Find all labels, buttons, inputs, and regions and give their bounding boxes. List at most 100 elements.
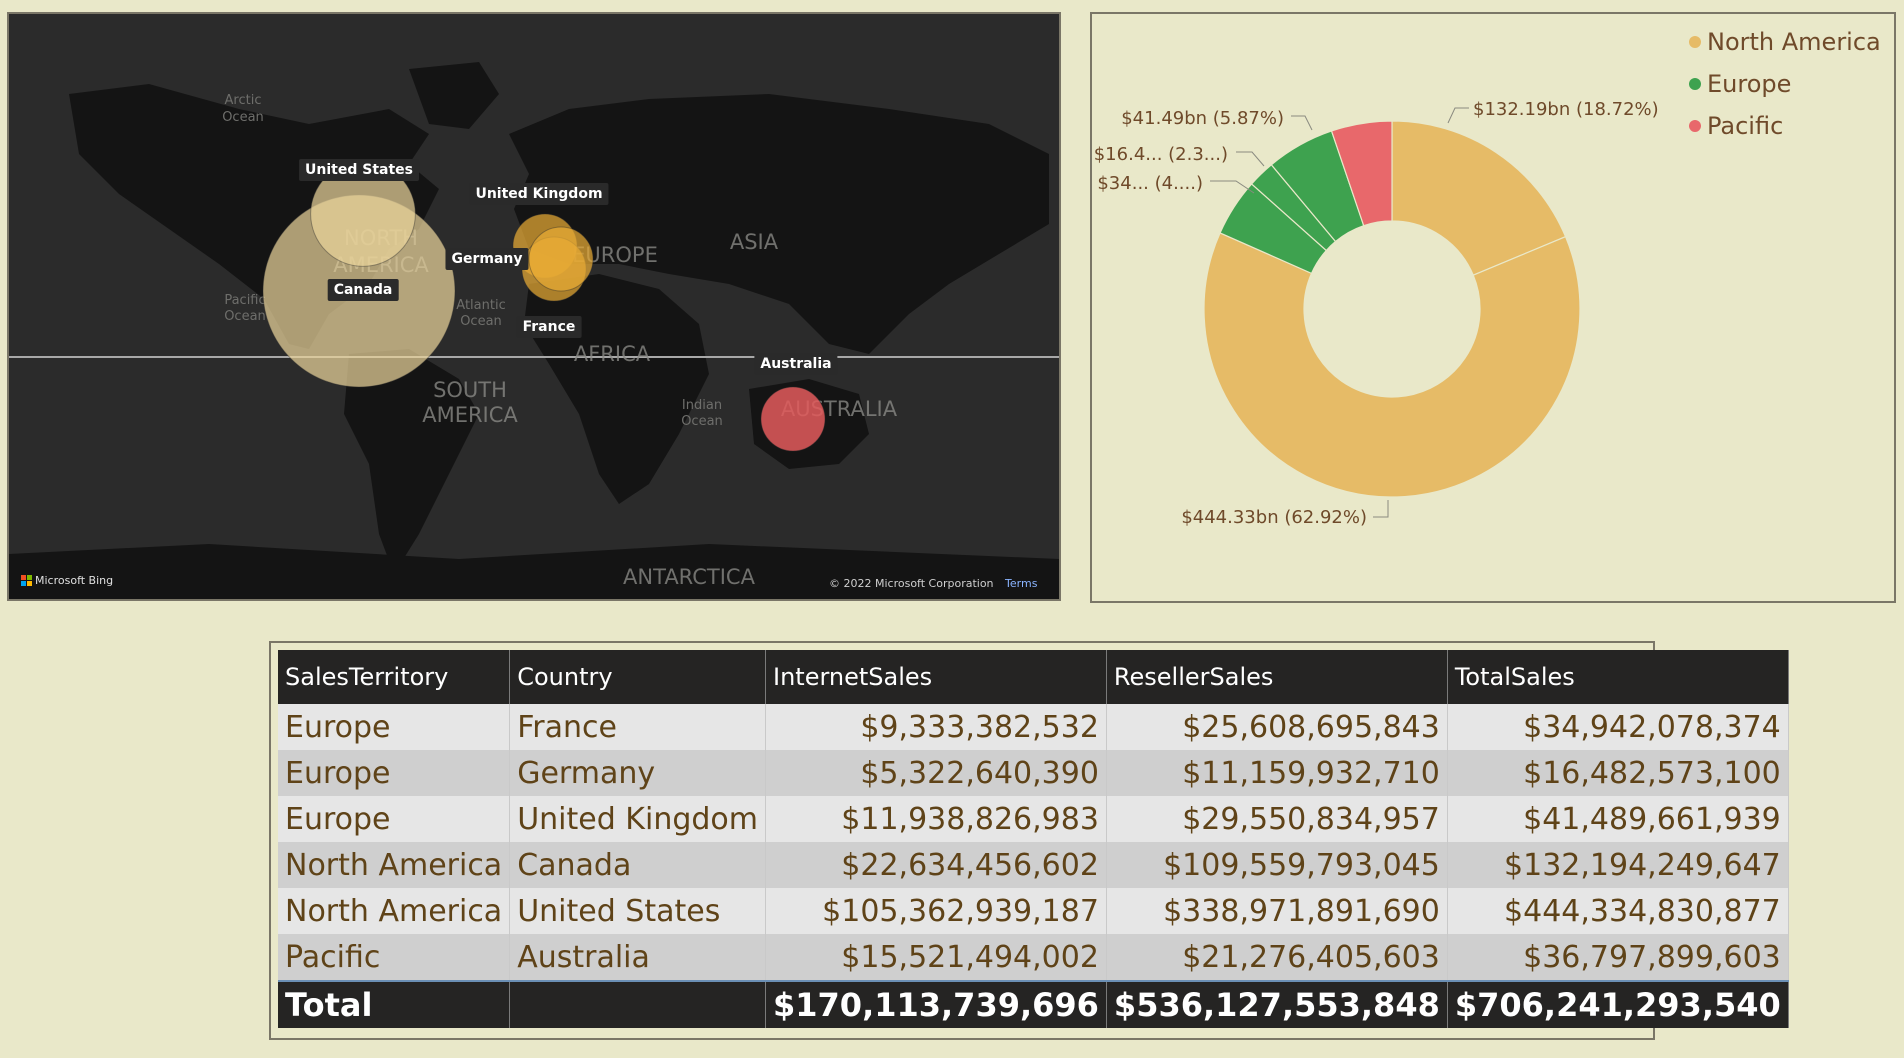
- cell-salesterritory: North America: [278, 888, 511, 934]
- column-header-totalsales[interactable]: TotalSales: [1447, 650, 1789, 704]
- cell-salesterritory: Pacific: [278, 934, 511, 981]
- table-row[interactable]: Europe Germany $5,322,640,390 $11,159,932,7…: [278, 750, 1789, 796]
- cell-salesterritory: North America: [278, 842, 511, 888]
- table-row[interactable]: Europe France $9,333,382,532 $25,608,695,84…: [278, 704, 1789, 750]
- copyright-text: © 2022 Microsoft Corporation: [829, 577, 994, 590]
- donut-slices[interactable]: [1203, 120, 1581, 498]
- total-country-cell: [509, 980, 766, 1028]
- column-header-internetsales[interactable]: InternetSales: [765, 650, 1107, 704]
- donut-chart-canvas[interactable]: $444.33bn (62.92%) $34... (4....) $16.4...…: [1092, 14, 1894, 601]
- column-header-country[interactable]: Country: [509, 650, 766, 704]
- ocean-label: Indian: [682, 398, 722, 413]
- bing-text: Microsoft Bing: [35, 574, 114, 587]
- bubble-label-australia: Australia: [754, 353, 838, 375]
- sales-table-visual[interactable]: SalesTerritory Country InternetSales Res…: [269, 641, 1789, 1040]
- ocean-label: Atlantic: [456, 298, 505, 313]
- donut-slice-australia[interactable]: [1330, 120, 1393, 227]
- column-header-salesterritory[interactable]: SalesTerritory: [278, 650, 511, 704]
- chart-legend[interactable]: North America Europe Pacific: [1689, 28, 1881, 140]
- cell-salesterritory: Europe: [278, 750, 511, 796]
- table-body: Europe France $9,333,382,532 $25,608,695,84…: [278, 704, 1789, 981]
- column-header-resellersales[interactable]: ResellerSales: [1106, 650, 1448, 704]
- map-copyright: © 2022 Microsoft Corporation Terms: [829, 577, 1037, 590]
- table-row[interactable]: Europe United Kingdom $11,938,826,983 $29,5…: [278, 796, 1789, 842]
- legend-marker-north-america: [1689, 36, 1701, 48]
- cell-internetsales: $15,521,494,002: [765, 934, 1107, 981]
- donut-data-label: $34... (4....): [1097, 173, 1203, 194]
- map-bubble-germany[interactable]: [528, 226, 594, 292]
- cell-resellersales: $29,550,834,957: [1106, 796, 1448, 842]
- cell-internetsales: $5,322,640,390: [765, 750, 1107, 796]
- map-bubble-australia[interactable]: [760, 386, 826, 452]
- donut-slice-canada[interactable]: [1391, 120, 1567, 276]
- total-totalsales: $706,241,293,540: [1447, 980, 1789, 1028]
- donut-chart-visual[interactable]: $444.33bn (62.92%) $34... (4....) $16.4...…: [1090, 12, 1896, 603]
- leader-line: [1447, 107, 1469, 124]
- cell-totalsales: $36,797,899,603: [1447, 934, 1789, 981]
- total-label: Total: [278, 980, 511, 1028]
- leader-line: [1373, 500, 1389, 518]
- ocean-label: Ocean: [224, 309, 266, 324]
- cell-internetsales: $11,938,826,983: [765, 796, 1107, 842]
- cell-internetsales: $105,362,939,187: [765, 888, 1107, 934]
- ocean-label: Arctic: [225, 93, 262, 108]
- cell-resellersales: $21,276,405,603: [1106, 934, 1448, 981]
- region-label: ANTARCTICA: [623, 565, 756, 589]
- cell-salesterritory: Europe: [278, 704, 511, 750]
- cell-totalsales: $41,489,661,939: [1447, 796, 1789, 842]
- leader-line: [1291, 115, 1313, 131]
- region-label: ASIA: [730, 230, 779, 254]
- sales-table[interactable]: SalesTerritory Country InternetSales Res…: [278, 650, 1789, 1028]
- legend-item-north-america[interactable]: North America: [1707, 28, 1881, 56]
- terms-link[interactable]: Terms: [1005, 577, 1038, 590]
- table-row[interactable]: North America United States $105,362,939,1…: [278, 888, 1789, 934]
- cell-internetsales: $22,634,456,602: [765, 842, 1107, 888]
- table-total-row: Total $170,113,739,696 $536,127,553,848 …: [278, 980, 1789, 1028]
- cell-country: United States: [509, 888, 766, 934]
- table-row[interactable]: Pacific Australia $15,521,494,002 $21,276,4…: [278, 934, 1789, 981]
- ocean-label: Ocean: [222, 110, 264, 125]
- bubble-label-united-kingdom: United Kingdom: [469, 183, 609, 205]
- total-resellersales: $536,127,553,848: [1106, 980, 1448, 1028]
- donut-slice-united-states[interactable]: [1203, 232, 1581, 498]
- cell-internetsales: $9,333,382,532: [765, 704, 1107, 750]
- cell-totalsales: $16,482,573,100: [1447, 750, 1789, 796]
- table-row[interactable]: North America Canada $22,634,456,602 $109,5…: [278, 842, 1789, 888]
- total-internetsales: $170,113,739,696: [765, 980, 1107, 1028]
- cell-country: United Kingdom: [509, 796, 766, 842]
- leader-line: [1236, 151, 1265, 167]
- donut-data-labels: $444.33bn (62.92%) $34... (4....) $16.4...…: [1094, 99, 1659, 528]
- legend-marker-pacific: [1689, 120, 1701, 132]
- cell-resellersales: $25,608,695,843: [1106, 704, 1448, 750]
- bubble-label-germany: Germany: [445, 248, 529, 270]
- bubble-label-france: France: [516, 316, 582, 338]
- region-label: SOUTH: [433, 378, 507, 402]
- region-label: AMERICA: [422, 403, 518, 427]
- ocean-label: Ocean: [460, 314, 502, 329]
- legend-item-pacific[interactable]: Pacific: [1707, 112, 1783, 140]
- donut-data-label: $444.33bn (62.92%): [1181, 507, 1367, 528]
- legend-item-europe[interactable]: Europe: [1707, 70, 1791, 98]
- donut-data-label: $16.4... (2.3...): [1094, 144, 1228, 165]
- ocean-label: Pacific: [224, 293, 265, 308]
- legend-marker-europe: [1689, 78, 1701, 90]
- leader-line: [1210, 180, 1255, 194]
- cell-resellersales: $11,159,932,710: [1106, 750, 1448, 796]
- bubble-label-canada: Canada: [327, 279, 399, 301]
- cell-resellersales: $338,971,891,690: [1106, 888, 1448, 934]
- cell-totalsales: $34,942,078,374: [1447, 704, 1789, 750]
- bubble-label-united-states: United States: [299, 159, 419, 181]
- cell-totalsales: $132,194,249,647: [1447, 842, 1789, 888]
- cell-resellersales: $109,559,793,045: [1106, 842, 1448, 888]
- microsoft-logo-icon: [21, 575, 32, 586]
- map-canvas[interactable]: NORTHAMERICAEUROPEASIAAFRICASOUTHAMERICA…: [9, 14, 1059, 599]
- cell-country: Australia: [509, 934, 766, 981]
- cell-country: Canada: [509, 842, 766, 888]
- map-visual[interactable]: NORTHAMERICAEUROPEASIAAFRICASOUTHAMERICA…: [7, 12, 1061, 601]
- cell-salesterritory: Europe: [278, 796, 511, 842]
- ocean-label: Ocean: [681, 414, 723, 429]
- ocean-labels: ArcticOceanPacificOceanAtlanticOceanIndi…: [222, 93, 723, 429]
- bing-logo: Microsoft Bing: [21, 574, 113, 587]
- donut-data-label: $41.49bn (5.87%): [1121, 108, 1284, 129]
- cell-country: Germany: [509, 750, 766, 796]
